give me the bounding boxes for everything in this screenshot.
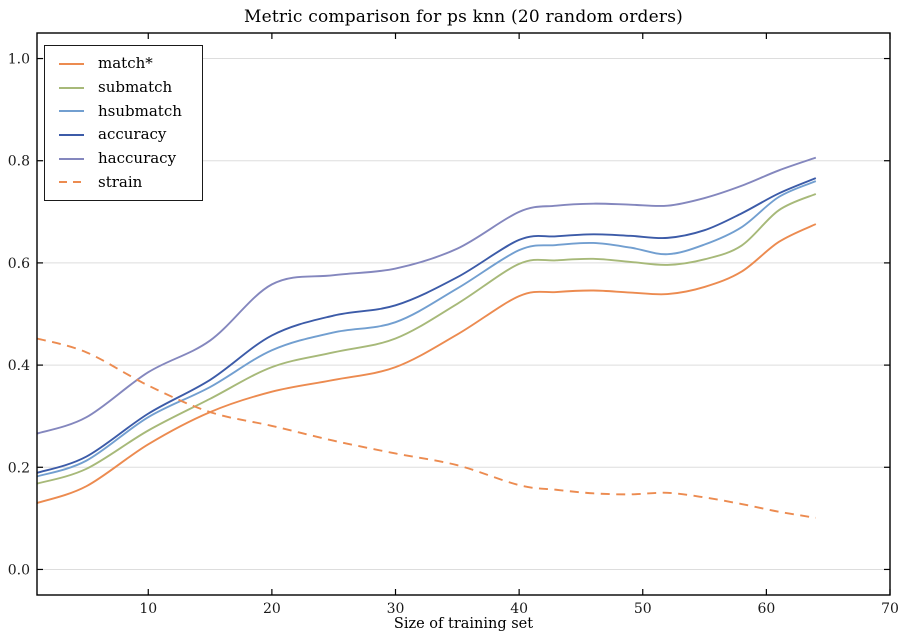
x-tick-label-70: 70	[881, 601, 899, 617]
y-tick-label-0.4: 0.4	[8, 358, 30, 374]
legend-line-sample-strain	[59, 181, 84, 184]
y-tick-label-1.0: 1.0	[8, 52, 30, 68]
legend-label-hsubmatch: hsubmatch	[98, 101, 182, 120]
legend-label-haccuracy: haccuracy	[98, 149, 177, 168]
legend: match* submatch hsubmatch accuracy haccuracy…	[44, 45, 203, 202]
x-axis-label: Size of training set	[393, 616, 534, 632]
legend-item-hsubmatch: hsubmatch	[58, 99, 182, 123]
axes-frame	[36, 32, 891, 596]
x-tick-label-60: 60	[757, 601, 775, 617]
chart-title: Metric comparison for ps knn (20 random …	[244, 7, 683, 27]
x-tick-label-20: 20	[263, 601, 281, 617]
legend-line-sample-accuracy	[59, 133, 84, 136]
series-line-haccuracy	[36, 156, 817, 435]
y-tick-label-0.8: 0.8	[8, 154, 30, 170]
y-tick-label-0.2: 0.2	[8, 460, 30, 476]
series-line-match	[36, 223, 817, 504]
legend-item-submatch: submatch	[58, 76, 182, 100]
x-tick-label-10: 10	[139, 601, 157, 617]
legend-line-sample-submatch	[59, 86, 84, 89]
legend-line-sample-hsubmatch	[59, 110, 84, 113]
legend-item-haccuracy: haccuracy	[58, 147, 182, 171]
legend-item-strain: strain	[58, 170, 182, 194]
x-tick-label-30: 30	[387, 601, 405, 617]
legend-item-match: match*	[58, 52, 182, 76]
legend-item-accuracy: accuracy	[58, 123, 182, 147]
legend-line-sample-match	[59, 62, 84, 65]
legend-label-match: match*	[98, 54, 153, 73]
x-tick-label-50: 50	[634, 601, 652, 617]
legend-label-submatch: submatch	[98, 78, 173, 97]
legend-line-sample-haccuracy	[59, 157, 84, 160]
series-line-submatch	[36, 193, 817, 485]
series-line-hsubmatch	[36, 180, 817, 478]
legend-label-strain: strain	[98, 172, 143, 191]
y-tick-label-0.0: 0.0	[8, 562, 30, 578]
series-line-strain	[36, 337, 816, 519]
y-tick-label-0.6: 0.6	[8, 256, 30, 272]
series-line-accuracy	[36, 177, 817, 474]
x-tick-label-40: 40	[510, 601, 528, 617]
legend-label-accuracy: accuracy	[98, 125, 167, 144]
